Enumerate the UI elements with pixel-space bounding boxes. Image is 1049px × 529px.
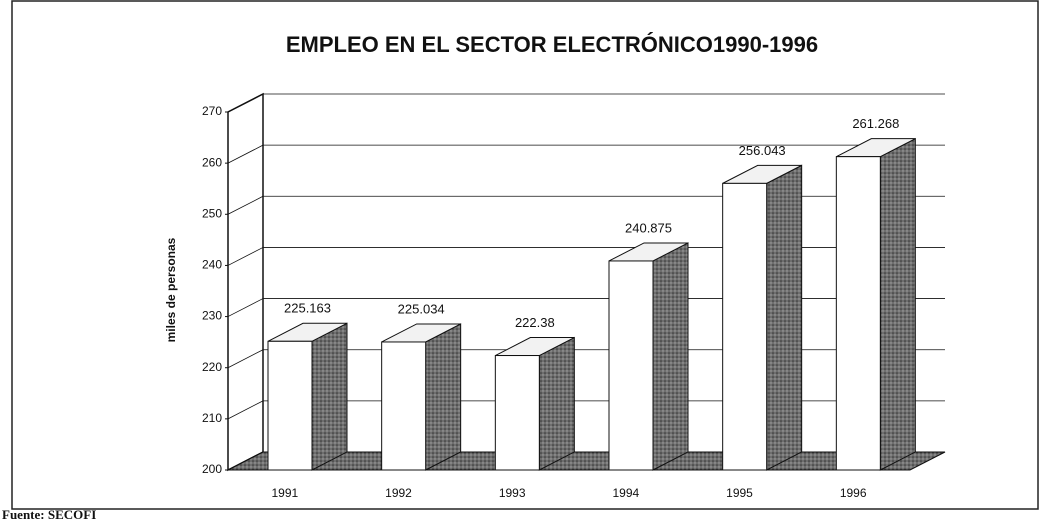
bar [722,182,768,471]
bar [267,340,313,471]
data-label: 261.268 [852,116,899,131]
x-tick-label: 1993 [499,486,526,500]
data-label: 256.043 [739,143,786,158]
grid-line [227,93,264,113]
grid-line [227,195,264,215]
bar-side [766,164,803,471]
grid-line [227,349,264,369]
data-label: 240.875 [625,220,672,235]
grid-line [227,451,264,471]
grid-line [227,298,264,317]
y-tick-label: 230 [202,309,222,323]
y-tick-label: 260 [202,155,222,169]
left-wall [227,92,264,472]
chart-title: EMPLEO EN EL SECTOR ELECTRÓNICO1990-1996 [286,32,818,57]
grid-line [227,400,264,420]
y-axis-label: miles de personas [164,237,178,342]
data-label: 225.034 [398,301,445,316]
y-tick-label: 220 [202,360,222,374]
bar [835,156,881,471]
x-tick-label: 1992 [385,486,412,500]
bar-side [425,323,462,471]
data-label: 222.38 [515,315,555,330]
bar-side [311,322,348,471]
y-tick-label: 240 [202,258,222,272]
bar-side [879,137,916,471]
y-tick-label: 200 [202,462,222,476]
x-tick-label: 1996 [840,486,867,500]
x-tick-label: 1995 [726,486,753,500]
grid-line [227,144,264,164]
bar-side [538,336,575,471]
bar [494,355,540,471]
y-tick-label: 270 [202,104,222,118]
data-label: 225.163 [284,301,331,316]
frame [11,0,1039,510]
y-tick-label: 210 [202,411,222,425]
bar-side [652,242,689,471]
x-tick-label: 1994 [612,486,639,500]
source-note: Fuente: SECOFI [2,507,96,522]
bar [381,341,427,471]
bar [608,260,654,471]
x-tick-label: 1991 [271,486,298,500]
y-tick-label: 250 [202,206,222,220]
grid-line [227,247,264,266]
